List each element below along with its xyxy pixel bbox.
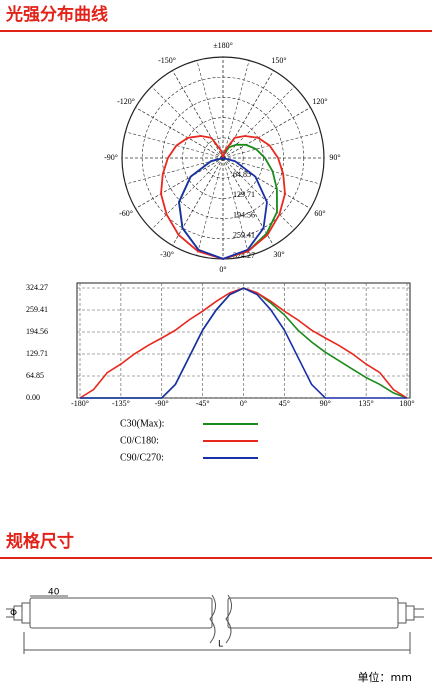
r-tick-label: 64.85 bbox=[233, 170, 251, 179]
theta-tick-label: -90° bbox=[104, 153, 118, 162]
minor-spoke bbox=[125, 157, 224, 185]
x-tick-label: -135° bbox=[112, 399, 130, 408]
spoke bbox=[222, 157, 311, 209]
r-tick-label: 259.41 bbox=[233, 231, 255, 240]
theta-tick-label: -120° bbox=[117, 97, 135, 106]
x-tick-label: 180° bbox=[399, 399, 414, 408]
r-tick-label: 324.27 bbox=[233, 251, 255, 260]
y-tick-label: 129.71 bbox=[26, 349, 48, 358]
section-title: 光强分布曲线 bbox=[5, 4, 108, 25]
y-tick-label: 324.27 bbox=[26, 283, 48, 292]
unit-note: 单位：mm bbox=[358, 670, 412, 684]
dimension-label: 40 bbox=[48, 588, 60, 598]
legend-label: C30(Max): bbox=[120, 418, 164, 429]
minor-spoke bbox=[222, 131, 321, 159]
polar-curve bbox=[178, 143, 278, 260]
minor-spoke bbox=[151, 157, 224, 230]
y-tick-label: 64.85 bbox=[26, 371, 44, 380]
spoke bbox=[172, 70, 224, 159]
x-tick-label: -45° bbox=[196, 399, 210, 408]
section-title: 规格尺寸 bbox=[6, 531, 74, 552]
minor-spoke bbox=[222, 86, 295, 159]
theta-tick-label: 90° bbox=[329, 153, 340, 162]
theta-tick-label: -150° bbox=[158, 56, 176, 65]
minor-spoke bbox=[222, 157, 250, 256]
theta-tick-label: ±180° bbox=[213, 41, 233, 50]
x-tick-label: -90° bbox=[155, 399, 169, 408]
y-tick-label: 259.41 bbox=[26, 305, 48, 314]
minor-spoke bbox=[151, 86, 224, 159]
spoke bbox=[172, 157, 224, 246]
y-tick-label: 194.56 bbox=[26, 327, 48, 336]
minor-spoke bbox=[222, 157, 295, 230]
tube-drawing bbox=[6, 594, 424, 654]
line-series bbox=[80, 287, 407, 399]
spoke bbox=[222, 157, 274, 246]
spoke bbox=[135, 107, 224, 159]
polar-curve bbox=[178, 157, 268, 260]
spoke bbox=[222, 107, 311, 159]
spoke bbox=[135, 157, 224, 209]
legend-label: C90/C270: bbox=[120, 452, 164, 463]
dimension-label: L bbox=[218, 640, 223, 650]
minor-spoke bbox=[125, 131, 224, 159]
theta-tick-label: -30° bbox=[160, 250, 174, 259]
theta-tick-label: 60° bbox=[314, 209, 325, 218]
x-tick-label: 45° bbox=[279, 399, 290, 408]
x-tick-label: 0° bbox=[240, 399, 247, 408]
dimension-label: Φ bbox=[10, 609, 17, 619]
theta-tick-label: 0° bbox=[219, 265, 226, 274]
legend-label: C0/C180: bbox=[120, 435, 159, 446]
theta-tick-label: 120° bbox=[312, 97, 327, 106]
x-tick-label: 135° bbox=[359, 399, 374, 408]
theta-tick-label: 150° bbox=[271, 56, 286, 65]
minor-spoke bbox=[196, 60, 224, 159]
theta-tick-label: 30° bbox=[273, 250, 284, 259]
x-tick-label: -180° bbox=[71, 399, 89, 408]
theta-tick-label: -60° bbox=[119, 209, 133, 218]
minor-spoke bbox=[196, 157, 224, 256]
y-tick-label: 0.00 bbox=[26, 393, 40, 402]
x-tick-label: 90° bbox=[320, 399, 331, 408]
minor-spoke bbox=[222, 60, 250, 159]
r-tick-label: 194.56 bbox=[233, 210, 255, 219]
